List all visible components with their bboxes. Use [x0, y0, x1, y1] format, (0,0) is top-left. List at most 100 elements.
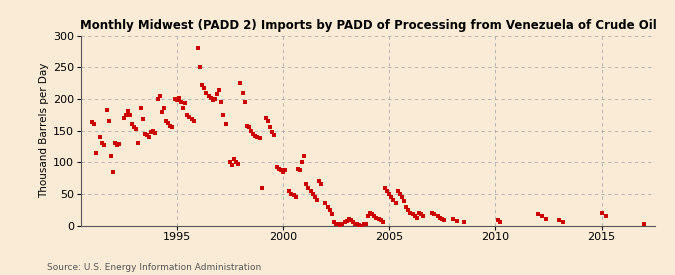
Point: [99, 142, 110, 147]
Point: [159, 106, 169, 111]
Point: [339, 220, 350, 224]
Point: [307, 192, 318, 196]
Point: [392, 188, 403, 193]
Point: [396, 195, 407, 199]
Point: [373, 217, 384, 221]
Point: [227, 163, 238, 167]
Point: [371, 216, 382, 220]
Point: [192, 46, 203, 51]
Point: [358, 222, 369, 226]
Point: [118, 116, 129, 120]
Point: [388, 198, 399, 202]
Point: [256, 185, 267, 190]
Point: [180, 101, 190, 106]
Point: [205, 95, 216, 100]
Point: [157, 109, 167, 114]
Point: [188, 119, 199, 123]
Point: [303, 185, 314, 190]
Point: [173, 95, 184, 100]
Point: [390, 201, 401, 205]
Point: [171, 98, 182, 103]
Point: [326, 212, 337, 216]
Point: [169, 97, 180, 101]
Point: [135, 106, 146, 111]
Point: [348, 220, 358, 224]
Point: [137, 117, 148, 122]
Point: [426, 211, 437, 215]
Point: [316, 182, 327, 186]
Point: [386, 195, 397, 199]
Point: [554, 218, 564, 223]
Point: [541, 217, 551, 221]
Point: [103, 119, 114, 123]
Point: [152, 97, 163, 101]
Point: [109, 141, 120, 145]
Point: [209, 97, 220, 101]
Point: [416, 212, 427, 216]
Point: [537, 214, 547, 218]
Point: [344, 217, 354, 221]
Point: [182, 112, 192, 117]
Point: [269, 133, 279, 137]
Point: [207, 98, 218, 103]
Point: [211, 92, 222, 96]
Point: [533, 212, 543, 216]
Point: [601, 214, 612, 218]
Point: [320, 201, 331, 205]
Point: [239, 100, 250, 104]
Point: [203, 94, 214, 98]
Point: [163, 121, 173, 125]
Point: [433, 214, 443, 218]
Point: [414, 211, 425, 215]
Point: [90, 150, 101, 155]
Point: [369, 214, 379, 218]
Point: [448, 217, 458, 221]
Point: [418, 214, 429, 218]
Point: [335, 223, 346, 227]
Point: [331, 221, 342, 226]
Point: [97, 141, 107, 145]
Point: [329, 220, 340, 224]
Point: [356, 223, 367, 228]
Point: [337, 221, 348, 226]
Point: [237, 90, 248, 95]
Point: [250, 133, 261, 138]
Point: [375, 218, 386, 223]
Point: [176, 100, 186, 104]
Point: [346, 218, 356, 223]
Point: [381, 188, 392, 193]
Point: [105, 154, 116, 158]
Point: [233, 162, 244, 166]
Point: [399, 199, 410, 204]
Point: [129, 125, 140, 130]
Point: [165, 123, 176, 128]
Point: [379, 185, 390, 190]
Point: [148, 128, 159, 133]
Point: [229, 157, 240, 161]
Point: [429, 212, 439, 216]
Point: [403, 207, 414, 212]
Point: [275, 168, 286, 173]
Point: [290, 195, 301, 199]
Point: [354, 223, 364, 227]
Point: [124, 112, 135, 117]
Point: [305, 188, 316, 193]
Point: [342, 219, 352, 223]
Point: [296, 160, 307, 164]
Point: [377, 220, 388, 224]
Point: [409, 214, 420, 218]
Point: [558, 220, 569, 224]
Point: [314, 179, 325, 183]
Point: [299, 154, 310, 158]
Point: [196, 83, 207, 87]
Point: [246, 128, 256, 133]
Point: [407, 212, 418, 216]
Point: [139, 131, 150, 136]
Point: [271, 165, 282, 169]
Point: [350, 221, 360, 226]
Point: [214, 87, 225, 92]
Point: [288, 193, 299, 197]
Point: [265, 125, 275, 130]
Point: [267, 130, 277, 134]
Point: [186, 117, 197, 122]
